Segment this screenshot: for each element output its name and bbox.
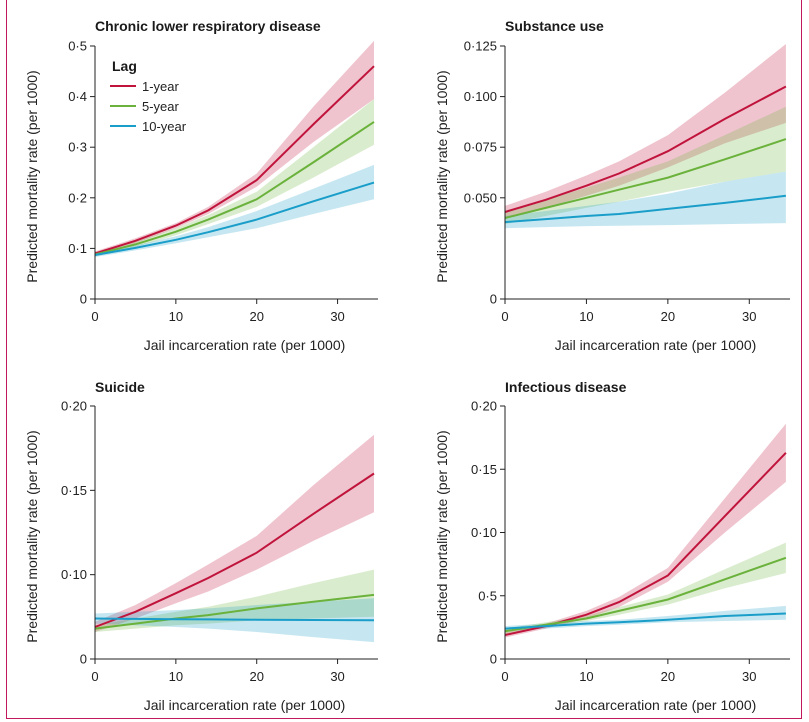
x-tick-label: 10 (169, 669, 183, 684)
series-line-5-year (504, 556, 787, 633)
x-tick-label: 30 (742, 669, 756, 684)
series-line-1-year (504, 85, 787, 213)
legend-label-1-year: 1-year (142, 79, 180, 94)
y-tick-label: 0 (80, 652, 87, 667)
y-tick-label: 0 (490, 292, 497, 307)
series-line-5-year (94, 593, 375, 630)
x-tick-label: 20 (661, 669, 675, 684)
y-tick-label: 0·3 (68, 140, 87, 155)
x-tick-label: 20 (249, 309, 263, 324)
legend: Lag 1-year 5-year 10-year (110, 58, 187, 134)
x-tick-label: 10 (169, 309, 183, 324)
x-tick-label: 0 (501, 669, 508, 684)
x-axis-label: Jail incarceration rate (per 1000) (144, 337, 346, 353)
y-axis-label: Predicted mortality rate (per 1000) (24, 70, 40, 282)
series-line-5-year (504, 138, 787, 219)
series-line-10-year (504, 194, 787, 224)
panel-title: Substance use (505, 18, 604, 34)
y-tick-label: 0·10 (471, 525, 497, 540)
ci-band-1-year (505, 44, 786, 218)
x-tick-label: 20 (661, 309, 675, 324)
ci-band-1-year (95, 434, 374, 632)
y-tick-label: 0·4 (68, 89, 87, 104)
y-tick-label: 0 (490, 652, 497, 667)
series-line-5-year (94, 121, 375, 256)
y-tick-label: 0·5 (68, 39, 87, 54)
legend-label-5-year: 5-year (142, 99, 180, 114)
ci-band-5-year (505, 106, 786, 225)
y-tick-label: 0·1 (68, 241, 87, 256)
panel-title: Suicide (95, 379, 145, 395)
x-tick-label: 30 (742, 309, 756, 324)
x-axis-label: Jail incarceration rate (per 1000) (555, 337, 757, 353)
series-line-10-year (504, 612, 786, 630)
x-axis-label: Jail incarceration rate (per 1000) (555, 697, 757, 713)
series-line-1-year (94, 65, 375, 255)
panel-chronic-lower-respiratory-disease: Chronic lower respiratory disease 0 0·1 0·2… (24, 18, 378, 353)
y-tick-label: 0·2 (68, 190, 87, 205)
x-tick-label: 30 (330, 309, 344, 324)
x-tick-label: 0 (501, 309, 508, 324)
y-tick-label: 0·100 (464, 89, 497, 104)
ci-band-10-year (505, 605, 786, 632)
y-tick-label: 0·125 (464, 39, 497, 54)
panel-infectious-disease: Infectious disease 0 0·5 0·10 0·15 0·20 0 10 20 3… (434, 379, 790, 713)
series-line-1-year (94, 472, 375, 628)
panel-suicide: Suicide 0 0·10 0·15 0·20 0 10 20 30 Jail incarcer… (24, 379, 378, 713)
y-axis-label: Predicted mortality rate (per 1000) (434, 430, 450, 642)
panel-title: Chronic lower respiratory disease (95, 18, 321, 34)
y-axis-label: Predicted mortality rate (per 1000) (24, 430, 40, 642)
ci-band-5-year (505, 542, 786, 634)
y-tick-label: 0·050 (464, 190, 497, 205)
ci-band-5-year (95, 569, 374, 632)
y-tick-label: 0·5 (478, 588, 497, 603)
y-tick-label: 0·15 (61, 483, 87, 498)
x-axis-label: Jail incarceration rate (per 1000) (144, 697, 346, 713)
x-tick-label: 0 (91, 309, 98, 324)
x-tick-label: 20 (249, 669, 263, 684)
y-axis-label: Predicted mortality rate (per 1000) (434, 70, 450, 282)
y-tick-label: 0·20 (471, 399, 497, 414)
y-tick-label: 0·15 (471, 462, 497, 477)
x-tick-label: 0 (91, 669, 98, 684)
legend-title: Lag (112, 58, 137, 74)
ci-band-10-year (505, 171, 786, 229)
y-tick-label: 0·20 (61, 399, 87, 414)
x-tick-label: 30 (330, 669, 344, 684)
y-tick-label: 0·075 (464, 140, 497, 155)
x-tick-label: 10 (579, 309, 593, 324)
panel-title: Infectious disease (505, 379, 627, 395)
legend-label-10-year: 10-year (142, 119, 187, 134)
panel-substance-use: Substance use 0 0·050 0·075 0·100 0·125 0 10 20 3… (434, 18, 790, 353)
y-tick-label: 0 (80, 292, 87, 307)
series-line-10-year (94, 181, 375, 256)
series-line-10-year (94, 617, 375, 622)
y-tick-label: 0·10 (61, 567, 87, 582)
x-tick-label: 10 (579, 669, 593, 684)
figure-frame (6, 0, 802, 719)
